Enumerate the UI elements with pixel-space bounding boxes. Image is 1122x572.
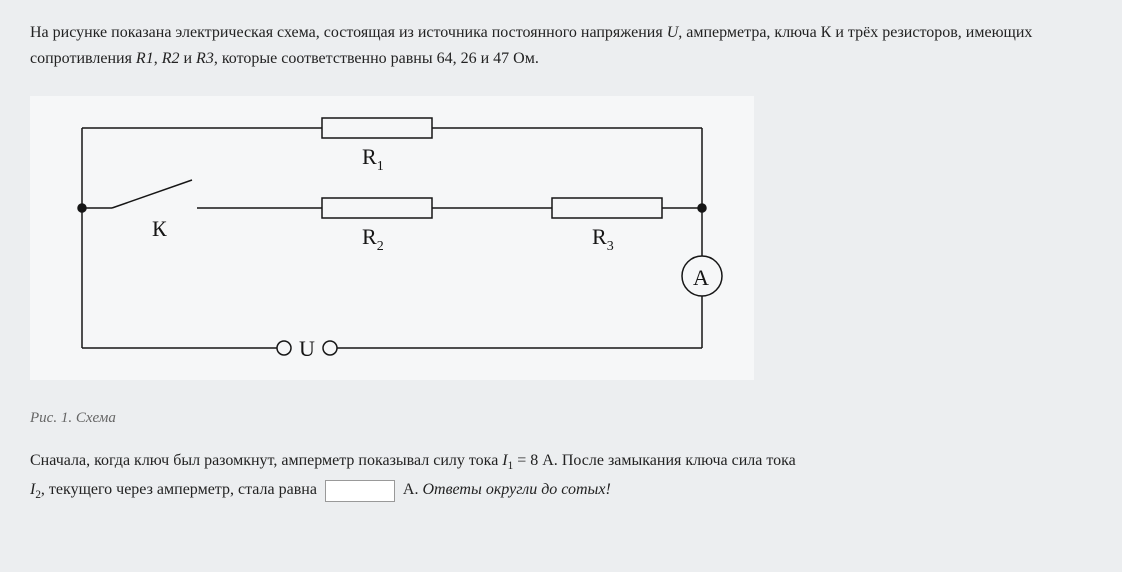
label-R2: R2 [362,224,384,254]
text-intro3: , которые соответственно равны [214,50,437,67]
q-part1: Сначала, когда ключ был разомкнут, ампер… [30,452,502,469]
sep: , [453,50,461,67]
caption-suffix: . Схема [68,410,116,426]
var-R3: R3 [196,50,214,67]
label-A: A [693,265,709,290]
hint: Ответы округли до сотых! [422,481,610,498]
figure-caption: Рис. 1. Схема [30,410,1092,427]
unit-after: А. [399,481,423,498]
caption-prefix: Рис. [30,410,61,426]
var-R1: R1 [136,50,154,67]
val-R2: 26 [461,50,477,67]
unit-A: А. [538,452,562,469]
val-R1: 64 [437,50,453,67]
problem-statement: На рисунке показана электрическая схема,… [30,20,1092,71]
var-U: U [667,24,679,41]
sep: , [154,50,162,67]
sep: и [477,50,494,67]
label-R1: R1 [362,144,384,174]
q-part2: После замыкания ключа сила тока [562,452,796,469]
label-U: U [299,336,315,361]
q-part3: , текущего через амперметр, стала равна [41,481,321,498]
circuit-diagram-container: К R1 R2 R3 A U [30,96,754,380]
val-R3: 47 [493,50,509,67]
var-R2: R2 [162,50,180,67]
eq: = [513,452,530,469]
text-intro1: На рисунке показана электрическая схема,… [30,24,667,41]
answer-input-box[interactable] [325,480,395,502]
circuit-diagram: К R1 R2 R3 A U [42,108,742,368]
question-text: Сначала, когда ключ был разомкнут, ампер… [30,447,1092,505]
label-K: К [152,216,167,241]
unit-ohm: Ом. [509,50,539,67]
sep: и [179,50,196,67]
label-R3: R3 [592,224,614,254]
